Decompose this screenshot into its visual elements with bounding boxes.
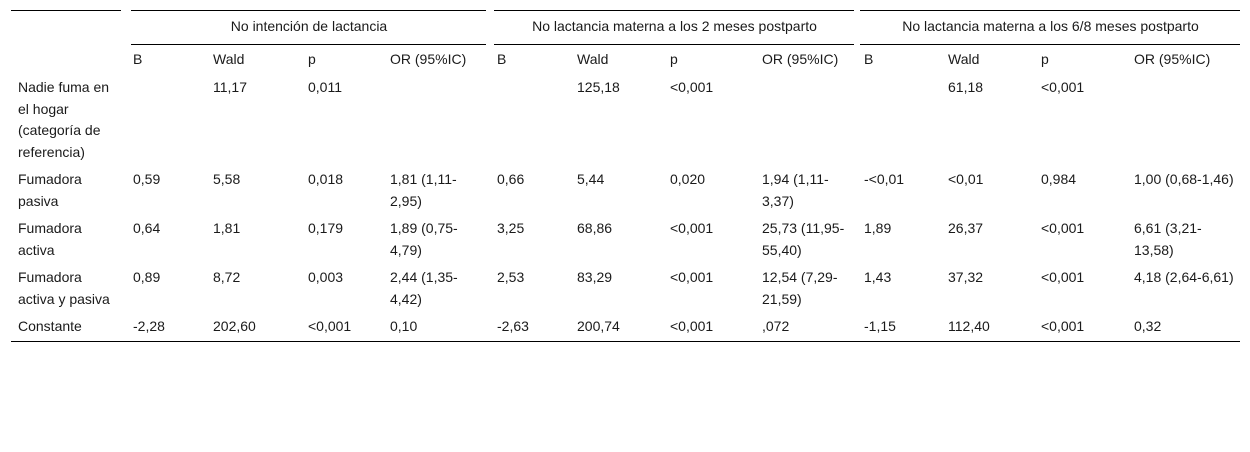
group-header-6-8-months: No lactancia materna a los 6/8 meses pos…	[854, 10, 1240, 45]
table-cell	[126, 74, 206, 166]
results-table-container: No intención de lactancia No lactancia m…	[11, 10, 1240, 342]
column-header: Wald	[577, 50, 609, 67]
table-cell: 202,60	[206, 313, 301, 342]
table-cell: <0,001	[301, 313, 383, 342]
table-cell: 4,18 (2,64-6,61)	[1134, 269, 1234, 285]
table-cell: <0,001	[670, 220, 714, 236]
table-cell: 1,89 (0,75-4,79)	[390, 220, 458, 258]
table-cell: 0,179	[308, 220, 344, 236]
row-label: Nadie fuma en el hogar (categoría de ref…	[18, 79, 110, 160]
table-cell: <0,001	[663, 313, 755, 342]
table-cell: 8,72	[213, 269, 241, 285]
column-header: B	[133, 50, 143, 67]
table-cell: 0,89	[133, 269, 161, 285]
column-header: OR (95%IC)	[390, 50, 467, 67]
column-header: Wald	[213, 50, 245, 67]
column-header: B	[864, 50, 874, 67]
row-label: Fumadora activa y pasiva	[18, 269, 110, 307]
group-header-row: No intención de lactancia No lactancia m…	[11, 10, 1240, 45]
table-cell: 2,53	[497, 269, 525, 285]
table-cell: -2,28	[126, 313, 206, 342]
table-cell: 1,00 (0,68-1,46)	[1134, 171, 1234, 187]
column-header: Wald	[948, 50, 980, 67]
row-label: Fumadora activa	[18, 220, 82, 258]
table-cell: 125,18	[577, 79, 620, 95]
table-cell: <0,001	[1041, 220, 1085, 236]
table-row: Fumadora activa y pasiva 0,89 8,72 0,003 2,4…	[11, 264, 1240, 313]
row-label-header	[11, 11, 126, 45]
table-row: Fumadora activa 0,64 1,81 0,179 1,89 (0,75-4…	[11, 215, 1240, 264]
table-cell: 5,44	[577, 171, 605, 187]
table-cell: 1,94 (1,11-3,37)	[762, 171, 829, 209]
column-header: OR (95%IC)	[1134, 50, 1211, 67]
row-label: Fumadora pasiva	[18, 171, 82, 209]
table-cell	[857, 74, 941, 166]
table-cell: -2,63	[490, 313, 570, 342]
column-header: p	[308, 50, 316, 67]
table-cell: 0,64	[133, 220, 161, 236]
regression-results-table: No intención de lactancia No lactancia m…	[11, 10, 1240, 342]
table-cell	[755, 74, 857, 166]
table-cell: 0,011	[308, 79, 342, 95]
subheader-row: B Wald p OR (95%IC) B Wald p OR (95%IC) B Wald p OR…	[11, 44, 1240, 74]
row-label-subheader	[11, 44, 126, 74]
table-cell: <0,001	[670, 269, 714, 285]
table-cell: 2,44 (1,35-4,42)	[390, 269, 458, 307]
table-cell: 0,984	[1041, 171, 1077, 187]
table-cell: 0,10	[383, 313, 490, 342]
table-cell: -1,15	[857, 313, 941, 342]
column-header: p	[670, 50, 678, 67]
table-cell: 200,74	[570, 313, 663, 342]
table-cell	[490, 74, 570, 166]
group-header-2-months: No lactancia materna a los 2 meses postp…	[486, 10, 857, 45]
table-cell: <0,001	[670, 79, 714, 95]
column-header: OR (95%IC)	[762, 50, 839, 67]
table-cell: 0,020	[670, 171, 706, 187]
column-header: B	[497, 50, 507, 67]
table-cell: 25,73 (11,95-55,40)	[762, 220, 845, 258]
table-cell: 6,61 (3,21-13,58)	[1134, 220, 1202, 258]
table-cell: 12,54 (7,29-21,59)	[762, 269, 838, 307]
table-cell: <0,001	[1041, 79, 1085, 95]
table-cell: <0,001	[1034, 313, 1127, 342]
table-row: Fumadora pasiva 0,59 5,58 0,018 1,81 (1,11-2…	[11, 166, 1240, 215]
table-cell: 1,81	[213, 220, 241, 236]
table-cell: 0,003	[308, 269, 344, 285]
table-cell: <0,01	[948, 171, 984, 187]
column-header: p	[1041, 50, 1049, 67]
table-cell	[383, 74, 490, 166]
table-cell: 0,59	[133, 171, 161, 187]
table-cell: 61,18	[948, 79, 984, 95]
table-row: Nadie fuma en el hogar (categoría de ref…	[11, 74, 1240, 166]
table-cell: 3,25	[497, 220, 525, 236]
table-cell: <0,001	[1041, 269, 1085, 285]
row-label: Constante	[11, 313, 126, 342]
table-cell: 0,66	[497, 171, 525, 187]
table-cell: ,072	[755, 313, 857, 342]
table-cell: 83,29	[577, 269, 613, 285]
table-cell: -<0,01	[864, 171, 905, 187]
table-cell	[1127, 74, 1240, 166]
table-cell: 1,81 (1,11-2,95)	[390, 171, 457, 209]
table-cell: 5,58	[213, 171, 241, 187]
group-header-intention: No intención de lactancia	[121, 10, 490, 45]
table-cell: 11,17	[213, 79, 247, 95]
table-cell: 26,37	[948, 220, 984, 236]
table-body: Nadie fuma en el hogar (categoría de ref…	[11, 74, 1240, 342]
table-cell: 1,43	[864, 269, 892, 285]
table-row: Constante -2,28 202,60 <0,001 0,10 -2,63 200,7…	[11, 313, 1240, 342]
table-cell: 37,32	[948, 269, 984, 285]
table-cell: 112,40	[941, 313, 1034, 342]
table-cell: 0,018	[308, 171, 344, 187]
table-cell: 68,86	[577, 220, 613, 236]
table-cell: 1,89	[864, 220, 892, 236]
table-cell: 0,32	[1127, 313, 1240, 342]
